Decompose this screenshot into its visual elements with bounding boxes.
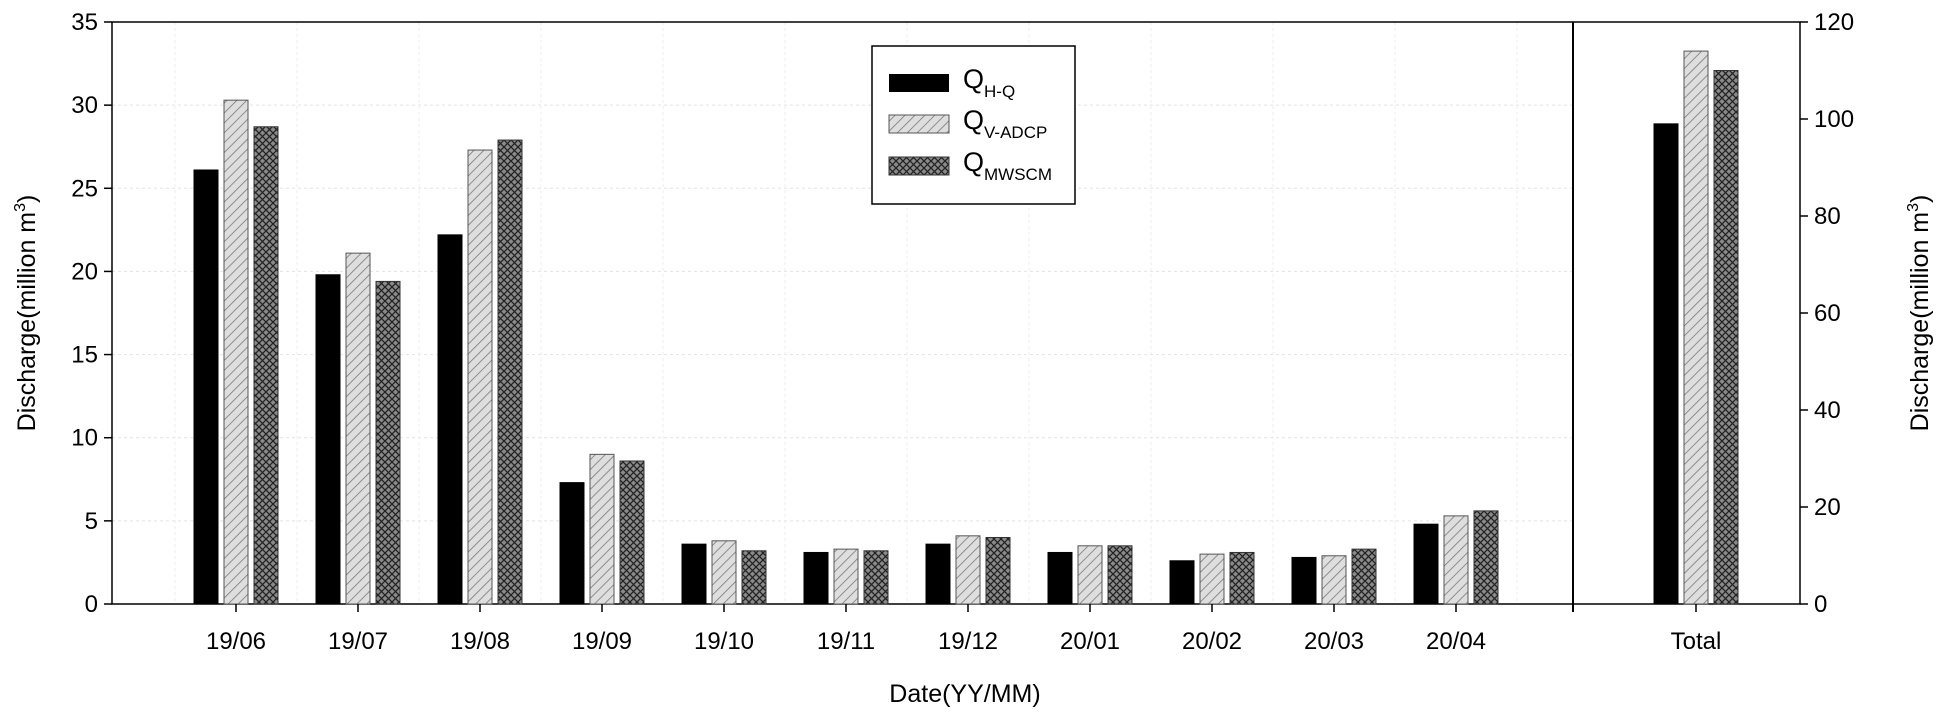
legend-swatch-qhq: [889, 74, 949, 92]
bar-qhq: [1291, 556, 1317, 605]
x-tick-label: 20/01: [1060, 628, 1120, 655]
bar-qhq: [1169, 560, 1195, 605]
left-y-tick-label: 35: [71, 9, 98, 36]
x-tick-label-total: Total: [1671, 628, 1722, 655]
right-y-axis-title-main: Discharge(million m: [1906, 212, 1934, 432]
legend-label-qvadcp-main: Q: [963, 105, 984, 135]
bar-qmwscm: [741, 550, 767, 605]
bar-qhq: [193, 169, 219, 605]
left-y-axis-title-main: Discharge(million m: [13, 212, 41, 432]
bar-qvadcp: [589, 453, 615, 605]
bar-total-qhq: [1653, 123, 1679, 605]
left-y-axis-title-close: ): [13, 195, 41, 203]
legend-label-qmwscm: QMWSCM: [963, 147, 1052, 184]
bar-qhq: [1413, 523, 1439, 605]
bar-qvadcp: [955, 535, 981, 605]
right-y-tick-label: 0: [1814, 591, 1827, 618]
left-y-tick-label: 20: [71, 258, 98, 285]
bar-qhq: [681, 543, 707, 605]
x-tick-label: 20/04: [1426, 628, 1486, 655]
bar-qhq: [803, 551, 829, 605]
bar-qmwscm: [985, 536, 1011, 605]
right-y-tick-label: 60: [1814, 300, 1841, 327]
bar-qmwscm: [863, 550, 889, 605]
ticks: 0 5 10 15 20 25 30 35 0 20 40 60 80 100 120 19/06 19/07 1…: [71, 9, 1854, 655]
bar-qhq: [437, 234, 463, 605]
x-tick-label: 20/03: [1304, 628, 1364, 655]
left-y-axis-title-sup: 3: [12, 203, 29, 212]
legend-label-qvadcp: QV-ADCP: [963, 105, 1047, 142]
right-y-tick-label: 40: [1814, 397, 1841, 424]
x-tick-label: 19/07: [328, 628, 388, 655]
bars: [193, 50, 1739, 605]
bar-qhq: [925, 543, 951, 605]
bar-qmwscm: [1229, 551, 1255, 605]
left-y-tick-label: 25: [71, 175, 98, 202]
right-y-tick-label: 120: [1814, 9, 1854, 36]
bar-qvadcp: [467, 149, 493, 605]
left-y-axis-title: Discharge(million m3): [12, 195, 41, 432]
bar-qvadcp: [711, 540, 737, 605]
x-tick-label: 19/12: [938, 628, 998, 655]
left-y-tick-label: 0: [85, 591, 98, 618]
x-tick-label: 19/10: [694, 628, 754, 655]
bar-qmwscm: [1473, 510, 1499, 605]
x-tick-label: 19/09: [572, 628, 632, 655]
x-tick-label: 20/02: [1182, 628, 1242, 655]
bar-qvadcp: [1443, 515, 1469, 605]
bar-qvadcp: [345, 252, 371, 605]
legend-label-qmwscm-sub: MWSCM: [984, 165, 1052, 184]
right-y-axis-title: Discharge(million m3): [1905, 195, 1934, 432]
bar-qvadcp: [1321, 555, 1347, 605]
right-y-tick-label: 20: [1814, 494, 1841, 521]
legend-label-qmwscm-main: Q: [963, 147, 984, 177]
bar-qhq: [1047, 551, 1073, 605]
legend-label-qhq: QH-Q: [963, 64, 1015, 101]
left-y-tick-label: 30: [71, 92, 98, 119]
left-y-tick-label: 10: [71, 425, 98, 452]
bar-total-qvadcp: [1683, 50, 1709, 605]
legend-label-qhq-sub: H-Q: [984, 82, 1015, 101]
right-y-axis-title-close: ): [1906, 195, 1934, 203]
x-tick-label: 19/08: [450, 628, 510, 655]
right-y-tick-label: 80: [1814, 203, 1841, 230]
legend-swatch-qvadcp: [888, 114, 950, 134]
bar-qmwscm: [253, 126, 279, 605]
right-y-tick-label: 100: [1814, 106, 1854, 133]
legend: QH-Q QV-ADCP QMWSCM: [871, 45, 1076, 205]
x-tick-label: 19/06: [206, 628, 266, 655]
bar-qvadcp: [1199, 553, 1225, 605]
bar-qhq: [559, 482, 585, 605]
bar-qvadcp: [1077, 545, 1103, 605]
bar-total-qmwscm: [1713, 70, 1739, 605]
legend-swatch-qmwscm: [888, 156, 950, 176]
left-y-tick-label: 5: [85, 508, 98, 535]
legend-label-qvadcp-sub: V-ADCP: [984, 123, 1047, 142]
left-y-tick-label: 15: [71, 342, 98, 369]
bar-qvadcp: [223, 99, 249, 605]
bar-qmwscm: [1351, 548, 1377, 605]
bar-qmwscm: [1107, 545, 1133, 605]
x-tick-label: 19/11: [817, 628, 875, 655]
bar-qhq: [315, 274, 341, 605]
right-y-axis-title-sup: 3: [1905, 203, 1922, 212]
bar-qmwscm: [497, 139, 523, 605]
x-axis-title: Date(YY/MM): [889, 680, 1040, 708]
bar-qvadcp: [833, 548, 859, 605]
bar-qmwscm: [619, 460, 645, 605]
bar-qmwscm: [375, 280, 401, 605]
legend-label-qhq-main: Q: [963, 64, 984, 94]
